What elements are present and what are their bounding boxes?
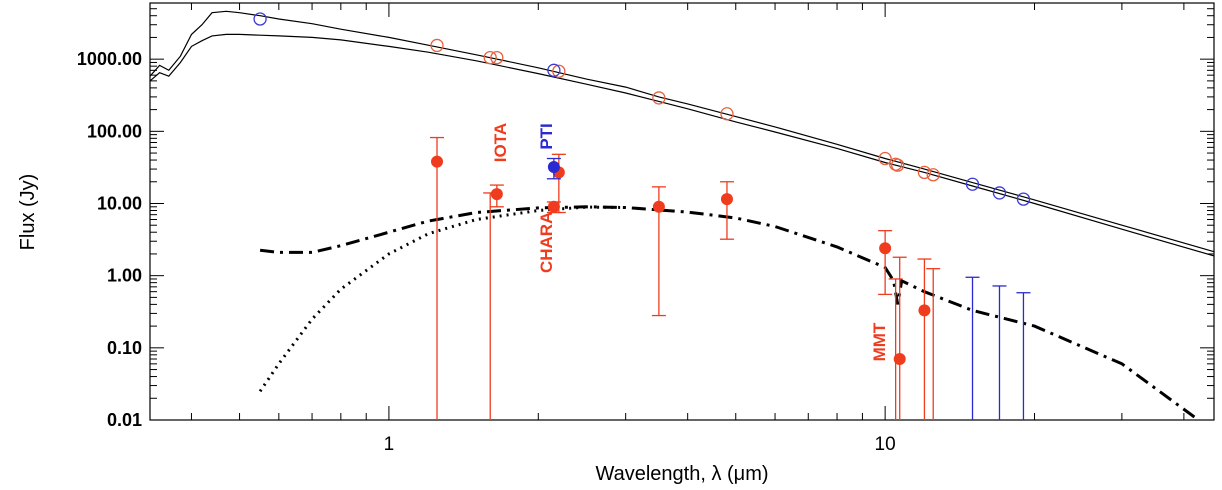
photometry-point-red xyxy=(652,91,666,105)
y-tick-label: 1.00 xyxy=(107,266,142,286)
x-tick-label: 10 xyxy=(875,434,896,455)
y-tick-label: 0.10 xyxy=(107,338,142,358)
data-point-red xyxy=(431,155,444,168)
photometry-point-red xyxy=(926,168,940,182)
annotation-label: CHARA xyxy=(537,212,556,273)
axis-ticks: 0.01 0.10 1.00 10.00 100.00 1000.00 1 10 xyxy=(77,2,1214,455)
photometry-point-blue xyxy=(253,12,267,26)
data-point-red xyxy=(720,193,733,206)
photometry-point-red xyxy=(878,151,892,166)
photosphere-upper-line xyxy=(149,10,1215,253)
plot-frame xyxy=(149,2,1215,421)
photometry-point-red xyxy=(720,107,734,121)
data-point-red xyxy=(547,200,560,213)
annotation-label: PTI xyxy=(537,123,556,149)
photometry-point-red xyxy=(917,165,932,180)
annotation-label: IOTA xyxy=(491,123,510,162)
photometry-point-blue xyxy=(1016,192,1031,206)
photosphere-lower-line xyxy=(149,33,1215,257)
y-tick-label: 10.00 xyxy=(97,193,142,213)
y-tick-label: 1000.00 xyxy=(77,49,142,69)
photometry-point-red xyxy=(483,50,497,65)
y-tick-label: 100.00 xyxy=(87,121,142,141)
photometry-point-blue xyxy=(992,186,1007,200)
annotation-labels: IOTA PTI CHARA MMT xyxy=(491,123,889,362)
model-curves xyxy=(149,10,1215,419)
photometry-point-red xyxy=(490,50,504,65)
photometry-point-red xyxy=(891,158,905,172)
data-point-blue xyxy=(547,161,560,174)
y-tick-label: 0.01 xyxy=(107,410,142,430)
data-point-red xyxy=(879,242,892,255)
photometry-point-blue xyxy=(547,63,561,77)
photometry-point-red xyxy=(552,64,566,78)
data-point-red xyxy=(893,353,906,366)
data-point-red xyxy=(490,188,503,201)
annotation-label: MMT xyxy=(870,322,889,361)
photometry-point-blue xyxy=(965,177,980,191)
dashed-model-line xyxy=(259,205,1196,419)
data-point-red xyxy=(918,304,931,317)
x-axis-title: Wavelength, λ (μm) xyxy=(595,463,768,485)
x-tick-label: 1 xyxy=(384,434,395,455)
data-marks xyxy=(253,12,1031,420)
data-point-red xyxy=(652,200,665,213)
y-axis-title: Flux (Jy) xyxy=(17,174,39,251)
photometry-point-red xyxy=(430,38,444,53)
dotted-model-line xyxy=(258,205,626,393)
